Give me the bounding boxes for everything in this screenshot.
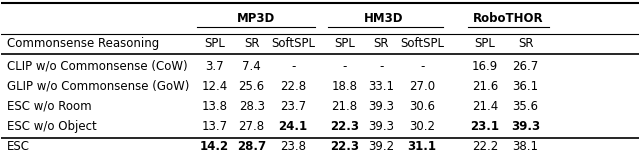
Text: 30.6: 30.6 [409,100,435,113]
Text: 23.8: 23.8 [280,140,306,153]
Text: 36.1: 36.1 [513,80,539,93]
Text: 22.3: 22.3 [330,120,359,133]
Text: SoftSPL: SoftSPL [400,37,444,50]
Text: 38.1: 38.1 [513,140,539,153]
Text: 22.3: 22.3 [330,140,359,153]
Text: Commonsense Reasoning: Commonsense Reasoning [7,37,159,50]
Text: 24.1: 24.1 [278,120,308,133]
Text: -: - [379,60,383,73]
Text: 25.6: 25.6 [239,80,265,93]
Text: SPL: SPL [474,37,495,50]
Text: 30.2: 30.2 [409,120,435,133]
Text: ESC w/o Object: ESC w/o Object [7,120,97,133]
Text: 16.9: 16.9 [472,60,498,73]
Text: 35.6: 35.6 [513,100,539,113]
Text: SPL: SPL [334,37,355,50]
Text: 23.1: 23.1 [470,120,499,133]
Text: SR: SR [374,37,389,50]
Text: 33.1: 33.1 [368,80,394,93]
Text: GLIP w/o Commonsense (GoW): GLIP w/o Commonsense (GoW) [7,80,189,93]
Text: 3.7: 3.7 [205,60,224,73]
Text: -: - [420,60,424,73]
Text: SPL: SPL [204,37,225,50]
Text: -: - [342,60,346,73]
Text: -: - [291,60,296,73]
Text: 13.7: 13.7 [202,120,228,133]
Text: 39.2: 39.2 [368,140,394,153]
Text: MP3D: MP3D [237,13,275,26]
Text: 23.7: 23.7 [280,100,307,113]
Text: 7.4: 7.4 [243,60,261,73]
Text: ESC w/o Room: ESC w/o Room [7,100,92,113]
Text: 13.8: 13.8 [202,100,228,113]
Text: 39.3: 39.3 [368,120,394,133]
Text: 22.2: 22.2 [472,140,498,153]
Text: 31.1: 31.1 [408,140,436,153]
Text: 18.8: 18.8 [332,80,357,93]
Text: 21.4: 21.4 [472,100,498,113]
Text: 12.4: 12.4 [202,80,228,93]
Text: CLIP w/o Commonsense (CoW): CLIP w/o Commonsense (CoW) [7,60,188,73]
Text: 39.3: 39.3 [368,100,394,113]
Text: 21.8: 21.8 [332,100,357,113]
Text: 28.7: 28.7 [237,140,266,153]
Text: ESC: ESC [7,140,30,153]
Text: RoboTHOR: RoboTHOR [473,13,544,26]
Text: 14.2: 14.2 [200,140,229,153]
Text: 27.8: 27.8 [239,120,265,133]
Text: 39.3: 39.3 [511,120,540,133]
Text: SoftSPL: SoftSPL [271,37,315,50]
Text: 22.8: 22.8 [280,80,307,93]
Text: HM3D: HM3D [364,13,404,26]
Text: 28.3: 28.3 [239,100,265,113]
Text: 26.7: 26.7 [513,60,539,73]
Text: 21.6: 21.6 [472,80,498,93]
Text: SR: SR [518,37,533,50]
Text: 27.0: 27.0 [409,80,435,93]
Text: SR: SR [244,37,259,50]
